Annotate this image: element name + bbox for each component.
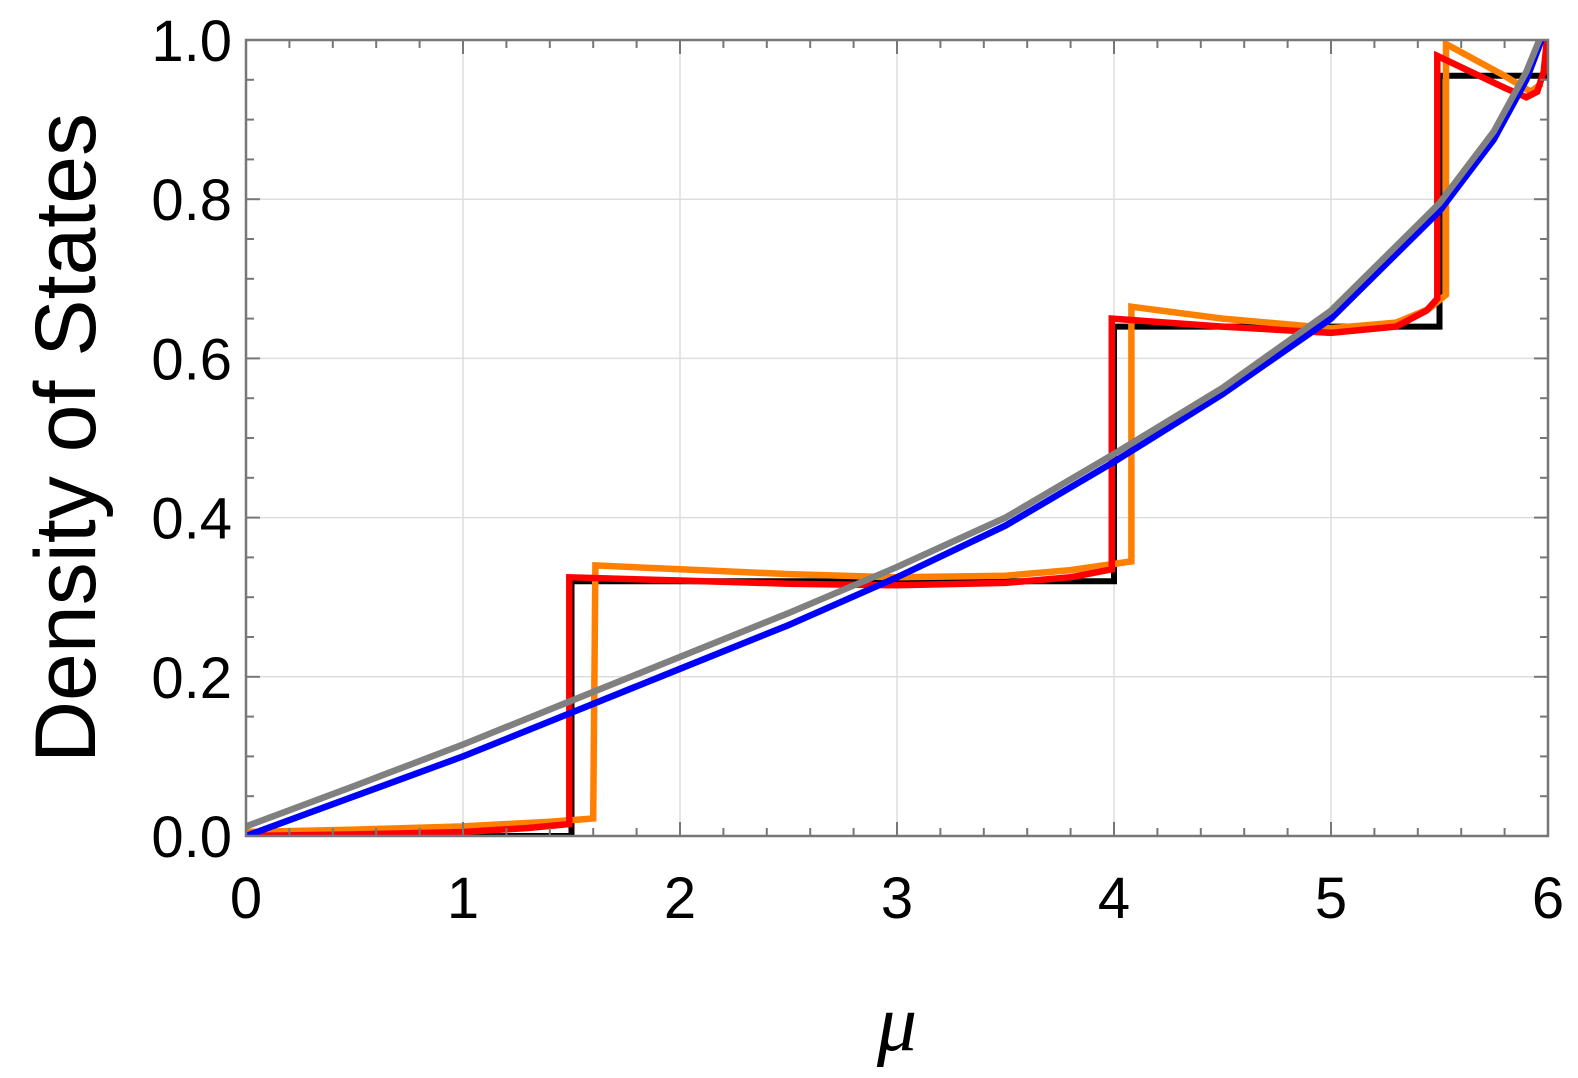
x-tick-label: 2 [664,866,696,931]
x-tick-label: 3 [881,866,913,931]
y-axis-label: Density of States [18,113,114,763]
y-tick-labels: 0.0 0.2 0.4 0.6 0.8 1.0 [151,9,232,870]
x-tick-label: 4 [1098,866,1130,931]
x-tick-labels: 0 1 2 3 4 5 6 [230,866,1564,931]
x-tick-label: 1 [447,866,479,931]
series-lines [246,39,1548,837]
series-line-4 [246,39,1543,830]
y-tick-label: 0.4 [151,487,232,552]
ticks [245,39,1549,837]
series-line-1 [246,39,1544,836]
x-tick-label: 5 [1315,866,1347,931]
grid [246,40,1548,836]
y-tick-label: 0.8 [151,168,232,233]
x-tick-label: 6 [1532,866,1564,931]
y-tick-label: 1.0 [151,9,232,74]
series-line-2 [246,39,1548,837]
x-axis-label: μ [876,980,917,1068]
y-tick-label: 0.2 [151,646,232,711]
x-tick-label: 0 [230,866,262,931]
series-line-3 [246,39,1545,837]
y-tick-label: 0.6 [151,327,232,392]
y-tick-label: 0.0 [151,805,232,870]
